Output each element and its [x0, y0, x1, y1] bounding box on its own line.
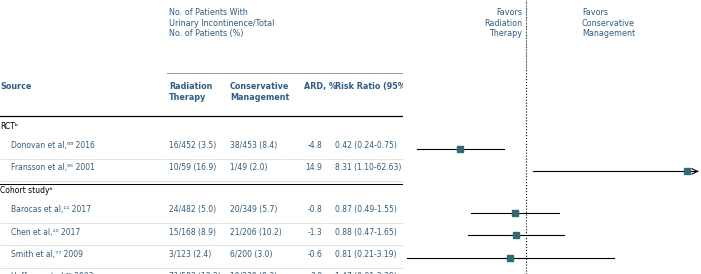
- Text: -0.8: -0.8: [308, 205, 322, 214]
- Text: RCTᵇ: RCTᵇ: [0, 122, 18, 131]
- Text: 6/200 (3.0): 6/200 (3.0): [230, 250, 272, 259]
- Text: Chen et al,¹⁰ 2017: Chen et al,¹⁰ 2017: [11, 227, 81, 236]
- Text: 0.88 (0.47-1.65): 0.88 (0.47-1.65): [334, 227, 396, 236]
- Text: Favors
Radiation
Therapy: Favors Radiation Therapy: [484, 8, 522, 38]
- Text: 10/59 (16.9): 10/59 (16.9): [170, 164, 217, 173]
- Text: 71/583 (12.2): 71/583 (12.2): [170, 272, 221, 274]
- Text: -1.3: -1.3: [308, 227, 322, 236]
- Text: ARD, %: ARD, %: [304, 82, 337, 91]
- Text: 16/452 (3.5): 16/452 (3.5): [170, 141, 217, 150]
- Text: Barocas et al,¹¹ 2017: Barocas et al,¹¹ 2017: [11, 205, 91, 214]
- Text: 20/349 (5.7): 20/349 (5.7): [230, 205, 277, 214]
- Text: Donovan et al,⁶⁶ 2016: Donovan et al,⁶⁶ 2016: [11, 141, 95, 150]
- Text: 15/168 (8.9): 15/168 (8.9): [170, 227, 217, 236]
- Text: 1/49 (2.0): 1/49 (2.0): [230, 164, 267, 173]
- Text: Source: Source: [0, 82, 32, 91]
- Text: 8.31 (1.10-62.63): 8.31 (1.10-62.63): [334, 164, 401, 173]
- Text: Fransson et al,⁸⁵ 2001: Fransson et al,⁸⁵ 2001: [11, 164, 95, 173]
- Text: 0.42 (0.24-0.75): 0.42 (0.24-0.75): [334, 141, 397, 150]
- Text: Radiation
Therapy: Radiation Therapy: [170, 82, 212, 102]
- Text: Risk Ratio (95% CI): Risk Ratio (95% CI): [334, 82, 421, 91]
- Text: -0.6: -0.6: [308, 250, 322, 259]
- Text: Hoffman et al,⁶⁹ 2003: Hoffman et al,⁶⁹ 2003: [11, 272, 94, 274]
- Text: 3/123 (2.4): 3/123 (2.4): [170, 250, 212, 259]
- Text: 19/230 (8.3): 19/230 (8.3): [230, 272, 277, 274]
- Text: 0.81 (0.21-3.19): 0.81 (0.21-3.19): [334, 250, 396, 259]
- Text: Cohort studyᵇ: Cohort studyᵇ: [0, 186, 53, 195]
- Text: -4.8: -4.8: [308, 141, 322, 150]
- Text: 1.47 (0.91-2.39): 1.47 (0.91-2.39): [334, 272, 396, 274]
- Text: Favors
Conservative
Management: Favors Conservative Management: [582, 8, 635, 38]
- Text: Smith et al,⁷⁷ 2009: Smith et al,⁷⁷ 2009: [11, 250, 83, 259]
- Text: 38/453 (8.4): 38/453 (8.4): [230, 141, 277, 150]
- Text: 14.9: 14.9: [306, 164, 322, 173]
- Text: 21/206 (10.2): 21/206 (10.2): [230, 227, 282, 236]
- Text: No. of Patients With
Urinary Incontinence/Total
No. of Patients (%): No. of Patients With Urinary Incontinenc…: [170, 8, 275, 38]
- Text: 24/482 (5.0): 24/482 (5.0): [170, 205, 217, 214]
- Text: Conservative
Management: Conservative Management: [230, 82, 289, 102]
- Text: 3.9: 3.9: [311, 272, 322, 274]
- Text: 0.87 (0.49-1.55): 0.87 (0.49-1.55): [334, 205, 397, 214]
